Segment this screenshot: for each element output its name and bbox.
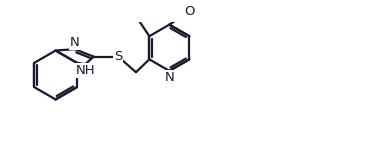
Text: N: N <box>70 36 79 49</box>
Text: NH: NH <box>76 64 95 77</box>
Text: O: O <box>184 5 195 18</box>
Text: S: S <box>114 50 122 63</box>
Text: N: N <box>164 71 174 84</box>
